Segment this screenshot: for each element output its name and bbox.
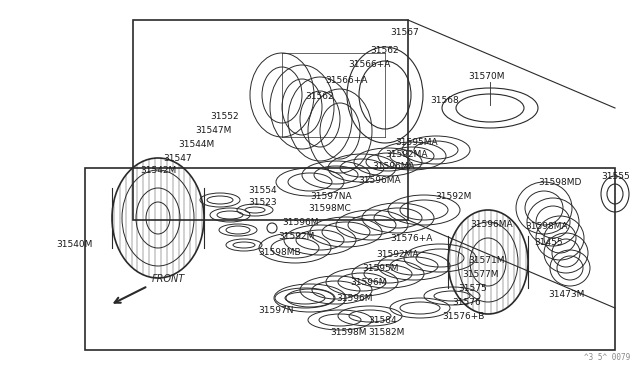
- Text: 31582M: 31582M: [368, 328, 404, 337]
- Text: ^3 5^ 0079: ^3 5^ 0079: [584, 353, 630, 362]
- Text: 31571M: 31571M: [468, 256, 504, 265]
- Text: 31592MA: 31592MA: [376, 250, 419, 259]
- Text: 31575: 31575: [458, 284, 487, 293]
- Text: 31597N: 31597N: [258, 306, 294, 315]
- Text: 31596MA: 31596MA: [470, 220, 513, 229]
- Text: 31596MA: 31596MA: [372, 162, 415, 171]
- Text: 31592MA: 31592MA: [385, 150, 428, 159]
- Text: 31568: 31568: [430, 96, 459, 105]
- Bar: [133, 20, 408, 220]
- Text: 31562: 31562: [370, 46, 399, 55]
- Text: 31570M: 31570M: [468, 72, 504, 81]
- Text: 31597NA: 31597NA: [310, 192, 351, 201]
- Text: 31576+A: 31576+A: [390, 234, 433, 243]
- Text: 31576+B: 31576+B: [442, 312, 484, 321]
- Text: 31547M: 31547M: [195, 126, 232, 135]
- Text: 31576: 31576: [452, 298, 481, 307]
- Text: 31455: 31455: [534, 238, 563, 247]
- Text: 31598MB: 31598MB: [258, 248, 301, 257]
- Text: 31598M: 31598M: [330, 328, 367, 337]
- Text: 31598MA: 31598MA: [525, 222, 568, 231]
- Text: 31555: 31555: [601, 172, 630, 181]
- Text: 31567: 31567: [390, 28, 419, 37]
- Text: 31562: 31562: [305, 92, 333, 101]
- Text: 31523: 31523: [248, 198, 276, 207]
- Text: 31540M: 31540M: [56, 240, 92, 249]
- Text: 31595M: 31595M: [362, 264, 399, 273]
- Text: 31592M: 31592M: [435, 192, 472, 201]
- Text: 31547: 31547: [163, 154, 191, 163]
- Text: 31544M: 31544M: [178, 140, 214, 149]
- Text: 31554: 31554: [248, 186, 276, 195]
- Text: 31542M: 31542M: [140, 166, 176, 175]
- Text: 31592M: 31592M: [278, 232, 314, 241]
- Bar: [85, 168, 615, 350]
- Text: 31598MC: 31598MC: [308, 204, 351, 213]
- Text: 31596MA: 31596MA: [358, 176, 401, 185]
- Text: 31552: 31552: [210, 112, 239, 121]
- Text: 31598MD: 31598MD: [538, 178, 581, 187]
- Text: 31566+A: 31566+A: [348, 60, 390, 69]
- Text: 31584: 31584: [368, 316, 397, 325]
- Text: 31566+A: 31566+A: [325, 76, 367, 85]
- Text: 31577M: 31577M: [462, 270, 499, 279]
- Text: 31596M: 31596M: [336, 294, 372, 303]
- Text: FRONT: FRONT: [152, 274, 185, 284]
- Text: 31596M: 31596M: [282, 218, 319, 227]
- Text: 31596M: 31596M: [350, 278, 387, 287]
- Text: 31595MA: 31595MA: [395, 138, 438, 147]
- Text: 31473M: 31473M: [548, 290, 584, 299]
